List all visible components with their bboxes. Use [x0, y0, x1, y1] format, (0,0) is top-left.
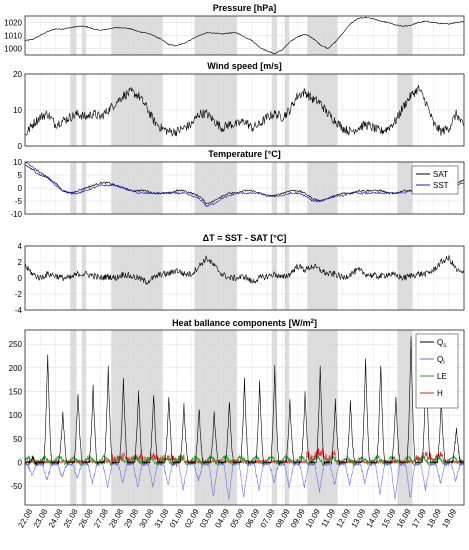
series-line-main	[25, 255, 464, 285]
legend-entry: SST	[433, 181, 449, 190]
panel-1: 1000 1010 1020 Pressure [hPa]	[4, 3, 465, 56]
y-tick-label: 1020	[4, 19, 22, 28]
legend-entry: LE	[437, 372, 447, 381]
panel-3: -10 -5 0 5 10 Temperature [°C] SAT SST	[10, 149, 465, 219]
plot-frame	[24, 161, 465, 215]
series-group	[25, 162, 464, 208]
plot-frame	[24, 245, 465, 311]
legend: SAT SST	[411, 165, 459, 195]
series-group	[25, 16, 464, 54]
y-tick-label: -10	[10, 210, 22, 219]
legend-entry: Ql	[437, 355, 445, 366]
y-tick-label: 1010	[4, 32, 22, 41]
shaded-period	[111, 330, 163, 505]
panel-title: ΔT = SST - SAT [°C]	[203, 233, 287, 243]
y-tick-label: 0	[18, 184, 23, 193]
y-tick-label: 200	[9, 364, 23, 373]
x-tick-label: 10.09	[304, 507, 322, 529]
panel-title: Temperature [°C]	[208, 149, 280, 159]
plot-frame	[24, 329, 465, 506]
series-group	[25, 255, 464, 285]
y-tick-label: 100	[9, 411, 23, 420]
y-tick-label: -50	[10, 482, 22, 491]
y-tick-label: 2	[18, 258, 23, 267]
panel-5: -50 0 50 100 150 200 250 Heat ballance componen…	[9, 318, 465, 529]
legend-box	[415, 333, 459, 409]
panel-2: 0 10 20 Wind speed [m/s]	[13, 61, 465, 151]
series-line-qs	[25, 336, 464, 466]
series-line-sst	[25, 162, 464, 208]
legend: Qs Ql LE H	[415, 333, 459, 409]
series-line-main	[25, 16, 464, 54]
shaded-period	[81, 330, 87, 505]
series-group	[25, 85, 464, 137]
y-tick-label: 0	[18, 458, 23, 467]
shaded-period	[397, 330, 413, 505]
panel-title: Heat ballance components [W/m2]	[172, 318, 317, 328]
shaded-period	[284, 330, 290, 505]
series-line-main	[25, 85, 464, 137]
panel-title: Wind speed [m/s]	[207, 61, 281, 71]
series-line-ql	[25, 461, 464, 500]
y-tick-label: 10	[13, 106, 22, 115]
legend-entry: SAT	[433, 170, 448, 179]
y-tick-label: 1000	[4, 45, 22, 54]
plot-frame	[24, 15, 465, 56]
y-tick-label: 4	[18, 242, 23, 251]
shaded-period	[307, 330, 338, 505]
y-tick-label: 5	[18, 171, 23, 180]
y-tick-label: 150	[9, 387, 23, 396]
y-tick-label: -5	[15, 197, 23, 206]
panel-4: -4 -2 0 2 4 ΔT = SST - SAT [°C]	[15, 233, 465, 315]
shaded-period	[271, 330, 278, 505]
shaded-period	[70, 330, 77, 505]
y-tick-label: 50	[13, 435, 22, 444]
legend-entry: H	[437, 389, 443, 398]
y-tick-label: 20	[13, 70, 22, 79]
series-group	[25, 336, 464, 500]
plot-frame	[24, 73, 465, 147]
y-tick-label: -2	[15, 290, 23, 299]
y-tick-label: -4	[15, 306, 23, 315]
legend-box	[411, 165, 459, 195]
y-tick-label: 0	[18, 274, 23, 283]
y-tick-label: 10	[13, 158, 22, 167]
legend-entry: Qs	[437, 338, 446, 349]
x-tick-label: 19.09	[440, 507, 458, 529]
y-tick-label: 250	[9, 340, 23, 349]
panel-title: Pressure [hPa]	[213, 3, 277, 13]
y-tick-label: 0	[18, 142, 23, 151]
